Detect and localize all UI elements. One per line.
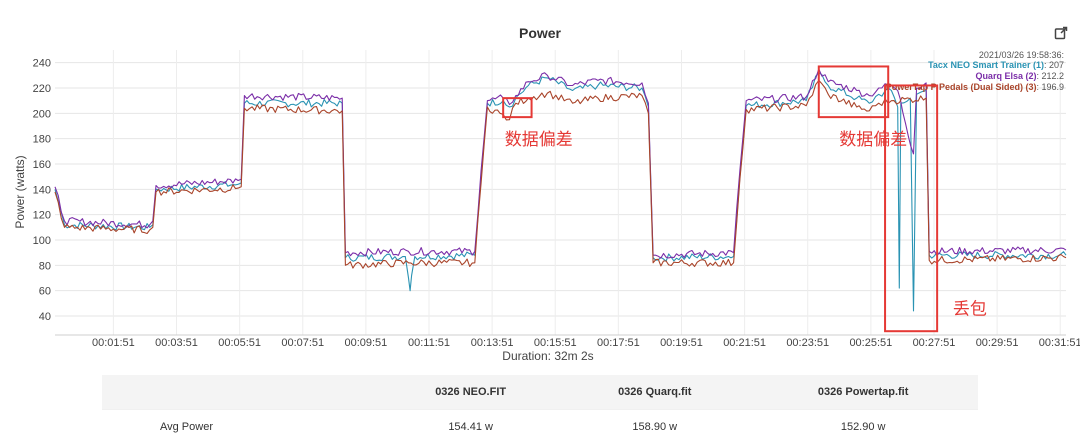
y-tick-label: 40 xyxy=(39,311,51,323)
x-tick-label: 00:09:51 xyxy=(344,337,387,349)
y-tick-label: 180 xyxy=(33,134,51,146)
x-tick-label: 00:01:51 xyxy=(92,337,135,349)
external-link-icon[interactable] xyxy=(1054,26,1068,40)
x-tick-label: 00:25:51 xyxy=(849,337,892,349)
y-axis: 40 60 80 100 120 140 160 180 200 220 240 xyxy=(33,58,51,323)
y-tick-label: 100 xyxy=(33,235,51,247)
x-tick-label: 00:21:51 xyxy=(723,337,766,349)
x-tick-label: 00:31:51 xyxy=(1039,337,1080,349)
y-tick-label: 60 xyxy=(39,286,51,298)
summary-header-row: 0326 NEO.FIT 0326 Quarq.fit 0326 Powerta… xyxy=(102,375,978,410)
y-tick-label: 80 xyxy=(39,260,51,272)
grid xyxy=(55,50,1066,335)
annotation-label: 数据偏差 xyxy=(505,130,573,149)
series-line xyxy=(55,73,1066,311)
annotation-box xyxy=(819,66,888,117)
legend-timestamp: 2021/03/26 19:58:36: xyxy=(979,50,1064,60)
x-tick-label: 00:11:51 xyxy=(408,337,450,349)
x-tick-label: 00:15:51 xyxy=(534,337,577,349)
x-tick-label: 00:19:51 xyxy=(660,337,703,349)
annotation-label: 丢包 xyxy=(953,300,987,319)
annotation-label: 数据偏差 xyxy=(839,130,907,149)
legend-entry: PowerTap P Pedals (Dual Sided) (3): 196.… xyxy=(886,82,1064,92)
x-axis-title: Duration: 32m 2s xyxy=(502,349,593,363)
row-label-avg-power: Avg Power xyxy=(102,410,380,444)
legend-series-name: PowerTap P Pedals (Dual Sided) (3) xyxy=(886,82,1037,92)
y-tick-label: 160 xyxy=(33,159,51,171)
legend-entry: Tacx NEO Smart Trainer (1): 207 xyxy=(928,60,1064,70)
y-tick-label: 120 xyxy=(33,210,51,222)
y-tick-label: 200 xyxy=(33,108,51,120)
legend-entry: Quarq Elsa (2): 212.2 xyxy=(975,71,1064,81)
x-tick-label: 00:05:51 xyxy=(218,337,261,349)
summary-table: 0326 NEO.FIT 0326 Quarq.fit 0326 Powerta… xyxy=(102,375,978,444)
legend-series-value: : 196.9 xyxy=(1036,82,1064,92)
x-tick-label: 00:03:51 xyxy=(155,337,198,349)
avg-power-quarq: 158.90 w xyxy=(561,410,748,444)
legend-series-value: : 207 xyxy=(1044,60,1064,70)
y-axis-title: Power (watts) xyxy=(13,155,27,228)
summary-header-quarq: 0326 Quarq.fit xyxy=(561,375,748,410)
summary-header-powertap: 0326 Powertap.fit xyxy=(748,375,978,410)
table-row: Avg Power 154.41 w 158.90 w 152.90 w xyxy=(102,410,978,444)
x-tick-label: 00:29:51 xyxy=(976,337,1019,349)
power-chart: Power 40 60 80 100 120 140 160 180 200 220 240 00:… xyxy=(0,0,1080,370)
legend-series-name: Quarq Elsa (2) xyxy=(975,71,1036,81)
avg-power-neo: 154.41 w xyxy=(380,410,561,444)
series-layer xyxy=(55,69,1066,311)
legend-series-name: Tacx NEO Smart Trainer (1) xyxy=(928,60,1044,70)
y-tick-label: 240 xyxy=(33,58,51,70)
x-tick-label: 00:23:51 xyxy=(786,337,829,349)
y-tick-label: 220 xyxy=(33,83,51,95)
x-tick-label: 00:27:51 xyxy=(913,337,956,349)
x-axis: 00:01:51 00:03:51 00:05:51 00:07:51 00:09:51… xyxy=(92,337,1080,349)
x-tick-label: 00:17:51 xyxy=(597,337,640,349)
x-tick-label: 00:13:51 xyxy=(471,337,514,349)
chart-title: Power xyxy=(519,25,562,41)
avg-power-powertap: 152.90 w xyxy=(748,410,978,444)
summary-header-label xyxy=(102,375,380,410)
summary-header-neo: 0326 NEO.FIT xyxy=(380,375,561,410)
legend-series-value: : 212.2 xyxy=(1036,71,1064,81)
x-tick-label: 00:07:51 xyxy=(281,337,324,349)
y-tick-label: 140 xyxy=(33,184,51,196)
